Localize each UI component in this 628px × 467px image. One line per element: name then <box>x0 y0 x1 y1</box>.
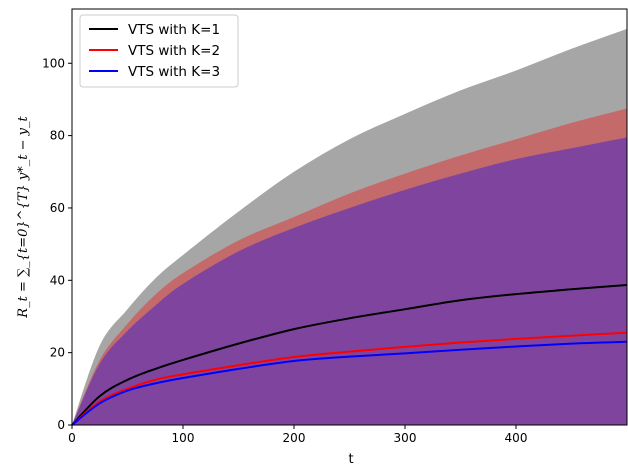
x-tick-label: 100 <box>172 431 195 445</box>
legend: VTS with K=1 VTS with K=2 VTS with K=3 <box>79 14 239 88</box>
y-axis-label: R_t = ∑_{t=0}^{T} y*_t − y_t <box>16 116 31 319</box>
x-tick-label: 0 <box>68 431 76 445</box>
confidence-bands <box>72 28 627 426</box>
legend-label-1: VTS with K=1 <box>128 22 220 38</box>
band-3 <box>72 137 627 425</box>
series-line-3 <box>71 340 628 426</box>
axes <box>71 8 628 426</box>
legend-box <box>79 14 239 88</box>
y-tick-label: 100 <box>42 56 65 70</box>
x-tick-label: 300 <box>394 431 417 445</box>
legend-label-3: VTS with K=3 <box>128 64 220 80</box>
x-axis-label: t <box>348 452 353 467</box>
y-tick-label: 20 <box>50 346 65 360</box>
x-tick-label: 200 <box>283 431 306 445</box>
y-tick-label: 80 <box>50 129 65 143</box>
ticks: 0 100 200 300 400 0 20 40 60 80 100 <box>42 56 527 445</box>
y-tick-label: 60 <box>50 201 65 215</box>
y-tick-label: 0 <box>57 418 65 432</box>
y-tick-label: 40 <box>50 273 65 287</box>
plot-frame <box>71 8 628 426</box>
legend-label-2: VTS with K=2 <box>128 43 220 59</box>
series-lines <box>71 284 628 426</box>
series-line-2 <box>71 331 628 426</box>
x-tick-label: 400 <box>505 431 528 445</box>
series-line-1 <box>71 284 628 426</box>
